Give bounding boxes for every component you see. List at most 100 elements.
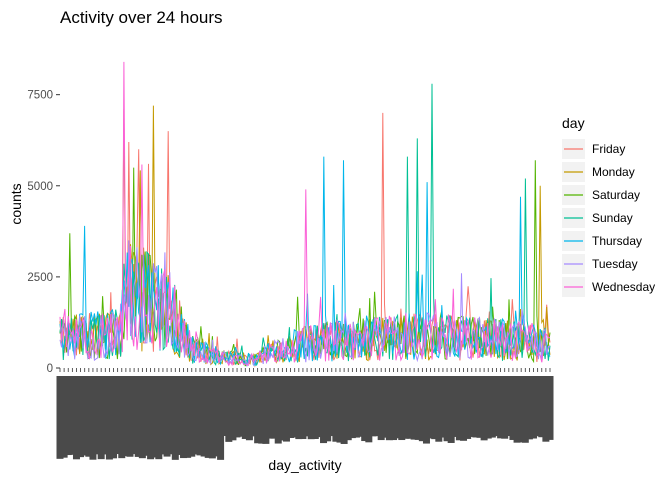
x-tick-label (476, 376, 484, 438)
x-tick-label (480, 376, 488, 441)
legend: day Friday Monday Saturday Sunday Thursday Tu… (562, 115, 655, 297)
y-tick-label: 0 (47, 363, 53, 375)
y-tick-label: 5000 (27, 181, 53, 193)
x-tick-label (534, 376, 542, 437)
x-tick-label (398, 376, 406, 441)
legend-label: Wednesday (592, 280, 655, 294)
x-tick-label (369, 376, 377, 437)
x-tick-label (217, 376, 225, 460)
x-tick-label (291, 376, 299, 438)
legend-label: Saturday (592, 188, 640, 202)
x-tick-label (390, 376, 398, 441)
x-tick-label (513, 376, 521, 443)
x-tick-label (501, 376, 509, 439)
x-tick-label (147, 376, 155, 460)
x-tick-label (455, 376, 463, 441)
x-tick-label (484, 376, 492, 439)
x-tick-label (402, 376, 410, 439)
x-tick-label (101, 376, 109, 455)
series-layer (59, 61, 551, 368)
x-tick-label (340, 376, 348, 444)
x-tick-label (320, 376, 328, 444)
x-tick-label (385, 376, 393, 441)
chart-title: Activity over 24 hours (60, 8, 223, 27)
legend-title: day (562, 115, 585, 131)
x-tick-label (365, 376, 373, 443)
x-tick-label (439, 376, 447, 438)
x-tick-label (443, 376, 451, 442)
x-tick-label (208, 376, 216, 459)
x-tick-label (130, 376, 138, 455)
x-tick-label (373, 376, 381, 437)
series-line-tuesday (59, 240, 551, 367)
x-tick-label (422, 376, 430, 444)
x-tick-label (431, 376, 439, 440)
x-tick-label (270, 376, 278, 439)
x-tick-label (410, 376, 418, 440)
x-tick-label (394, 376, 402, 439)
x-axis (56, 368, 554, 460)
x-tick-label (418, 376, 426, 442)
x-tick-label (159, 376, 167, 455)
x-tick-label (245, 376, 253, 441)
x-tick-label (361, 376, 369, 442)
x-tick-label (381, 376, 389, 438)
x-tick-label (505, 376, 513, 437)
x-tick-label (180, 376, 188, 459)
x-tick-label (530, 376, 538, 439)
x-tick-label (299, 376, 307, 440)
x-tick-label (488, 376, 496, 438)
x-tick-label (196, 376, 204, 456)
x-tick-label (352, 376, 360, 438)
x-tick-label (517, 376, 525, 443)
x-tick-label (250, 376, 258, 437)
y-axis-title: counts (8, 183, 24, 224)
x-tick-label (278, 376, 286, 441)
x-tick-label (171, 376, 179, 460)
x-tick-label (357, 376, 365, 437)
x-tick-label (447, 376, 455, 443)
x-tick-label (204, 376, 212, 458)
x-tick-label (307, 376, 315, 440)
x-tick-label (122, 376, 130, 457)
legend-label: Monday (592, 165, 635, 179)
x-tick-label (225, 376, 233, 442)
x-tick-label (138, 376, 146, 459)
x-tick-label (311, 376, 319, 439)
x-tick-label (303, 376, 311, 437)
x-tick-label (509, 376, 517, 440)
x-tick-label (64, 376, 72, 456)
x-tick-label (262, 376, 270, 444)
x-tick-label (93, 376, 101, 455)
x-tick-label (77, 376, 85, 458)
legend-label: Thursday (592, 234, 642, 248)
x-tick-label (492, 376, 500, 437)
x-tick-label (151, 376, 159, 458)
x-tick-label (315, 376, 323, 438)
x-tick-label (521, 376, 529, 443)
x-tick-label (97, 376, 105, 460)
x-tick-label (72, 376, 80, 460)
x-tick-label (377, 376, 385, 441)
x-tick-label (282, 376, 290, 442)
y-axis: 0 2500 5000 7500 (27, 90, 60, 375)
x-tick-label (546, 376, 554, 440)
x-tick-label (155, 376, 163, 460)
x-tick-label (192, 376, 200, 455)
x-tick-label (229, 376, 237, 441)
x-tick-label (237, 376, 245, 437)
x-tick-label (332, 376, 340, 442)
x-tick-label (542, 376, 550, 442)
x-tick-label (254, 376, 262, 444)
x-tick-label (328, 376, 336, 437)
x-tick-label (175, 376, 183, 455)
series-line-wednesday (59, 61, 551, 367)
x-tick-label (68, 376, 76, 455)
legend-label: Tuesday (592, 257, 638, 271)
x-tick-label (468, 376, 476, 437)
x-tick-label (118, 376, 126, 459)
x-tick-label (460, 376, 468, 441)
x-tick-label (435, 376, 443, 442)
x-tick-label (295, 376, 303, 440)
